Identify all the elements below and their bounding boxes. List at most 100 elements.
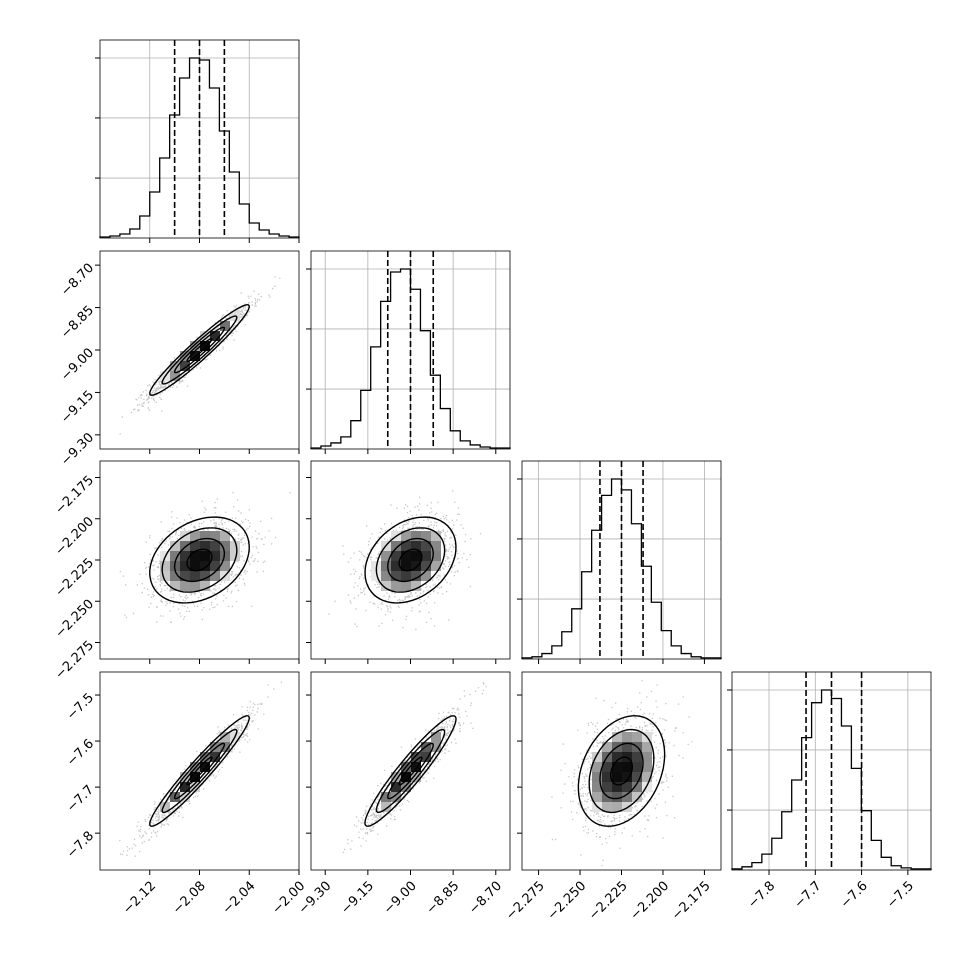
density-cell bbox=[642, 762, 652, 772]
density-cell bbox=[381, 551, 391, 561]
density-cell bbox=[632, 762, 642, 772]
density-cell bbox=[421, 541, 431, 551]
x-tick-label: −7.7 bbox=[792, 879, 825, 912]
density-cell bbox=[602, 772, 612, 782]
density-cell bbox=[632, 732, 642, 742]
density-cell bbox=[200, 561, 210, 571]
contour-2 bbox=[375, 527, 446, 593]
x-tick-label: −2.225 bbox=[586, 879, 631, 924]
density-cell bbox=[230, 541, 240, 551]
density-cell bbox=[632, 792, 642, 802]
contour-1 bbox=[173, 537, 226, 583]
y-tick-label: −7.8 bbox=[64, 829, 97, 862]
density-cell bbox=[160, 561, 170, 571]
panel-content bbox=[328, 490, 482, 631]
contour-0 bbox=[398, 548, 423, 572]
y-tick-label: −7.6 bbox=[64, 737, 97, 770]
contour-1 bbox=[387, 742, 434, 800]
panel-content bbox=[551, 680, 693, 867]
x-tick-label: −7.5 bbox=[884, 879, 917, 912]
scatter-points bbox=[328, 490, 482, 631]
density-cell bbox=[210, 571, 220, 581]
density-cell bbox=[401, 772, 411, 782]
x-tick-label: −7.6 bbox=[838, 879, 871, 912]
density-cell bbox=[612, 752, 622, 762]
x-tick-label: −9.15 bbox=[338, 879, 377, 918]
density-cell bbox=[391, 561, 401, 571]
y-tick-label: −2.225 bbox=[52, 555, 97, 600]
density-cell bbox=[190, 772, 200, 782]
density-cell bbox=[190, 551, 200, 561]
panel-frame bbox=[310, 460, 511, 660]
y-tick-label: −7.5 bbox=[64, 690, 97, 723]
density-cell bbox=[200, 541, 210, 551]
y-tick-label: −2.200 bbox=[52, 514, 97, 559]
density-cell bbox=[210, 742, 220, 752]
density-cell bbox=[200, 551, 210, 561]
x-tick-label: −8.70 bbox=[466, 879, 505, 918]
contour-2 bbox=[161, 315, 238, 385]
density-cell bbox=[642, 782, 652, 792]
density-cell bbox=[210, 561, 220, 571]
density-cell bbox=[411, 561, 421, 571]
density-cell bbox=[401, 571, 411, 581]
density-cell bbox=[612, 762, 622, 772]
density-cell bbox=[421, 561, 431, 571]
density-cell bbox=[220, 531, 230, 541]
density-cell bbox=[170, 541, 180, 551]
density-cell bbox=[592, 792, 602, 802]
density-cell bbox=[371, 571, 381, 581]
contour-0 bbox=[398, 756, 423, 786]
density-cell bbox=[391, 792, 401, 802]
density-cell bbox=[592, 772, 602, 782]
density-cell bbox=[612, 792, 622, 802]
density-cell bbox=[411, 571, 421, 581]
density-cell bbox=[421, 752, 431, 762]
density-cell bbox=[602, 762, 612, 772]
density-cell bbox=[411, 752, 421, 762]
contour-3 bbox=[149, 304, 250, 396]
density-cell bbox=[160, 802, 170, 812]
density-cell bbox=[401, 561, 411, 571]
scatter-panel-3-1 bbox=[306, 671, 511, 875]
density-cell bbox=[602, 782, 612, 792]
density-cell bbox=[642, 772, 652, 782]
x-tick-label: −8.85 bbox=[424, 879, 463, 918]
density-cell bbox=[622, 762, 632, 772]
panel-content bbox=[119, 491, 291, 623]
density-cell bbox=[632, 782, 642, 792]
contour-2 bbox=[375, 728, 446, 814]
y-tick-label: −9.15 bbox=[58, 388, 97, 427]
density-cell bbox=[391, 772, 401, 782]
density-cell bbox=[431, 561, 441, 571]
density-cell bbox=[431, 732, 441, 742]
density-cell bbox=[391, 571, 401, 581]
scatter-panel-2-1 bbox=[306, 460, 511, 664]
density-cell bbox=[391, 541, 401, 551]
density-cell bbox=[391, 551, 401, 561]
y-tick-label: −9.00 bbox=[58, 345, 97, 384]
panel-frame bbox=[99, 39, 300, 239]
density-cell bbox=[622, 782, 632, 792]
density-cell bbox=[170, 361, 180, 371]
density-cell bbox=[381, 581, 391, 591]
density-cell bbox=[632, 772, 642, 782]
density-cell bbox=[190, 531, 200, 541]
density-cell bbox=[200, 581, 210, 591]
density-cell bbox=[170, 571, 180, 581]
density-cell bbox=[230, 551, 240, 561]
contour-3 bbox=[577, 715, 666, 827]
density-cell bbox=[170, 581, 180, 591]
density-cell bbox=[401, 581, 411, 591]
density-cell bbox=[421, 551, 431, 561]
density-cell bbox=[411, 551, 421, 561]
density-cell bbox=[210, 541, 220, 551]
density-cell bbox=[612, 802, 622, 812]
contour-0 bbox=[186, 338, 213, 362]
density-cell bbox=[381, 571, 391, 581]
y-tick-label: −8.70 bbox=[58, 261, 97, 300]
density-cell bbox=[592, 782, 602, 792]
density-cell bbox=[612, 772, 622, 782]
density-cell bbox=[642, 742, 652, 752]
density-cell bbox=[200, 762, 210, 772]
